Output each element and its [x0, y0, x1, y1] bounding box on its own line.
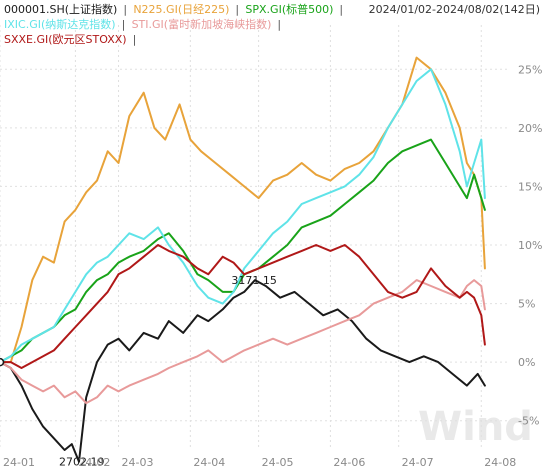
- annotation-label-1: 3171.15: [231, 274, 277, 287]
- annotation-label-0: 2702.19: [59, 456, 105, 469]
- x-tick-label: 24-02: [78, 456, 110, 469]
- legend: 000001.SH(上证指数) | N225.GI(日经225) | SPX.GI(标普…: [4, 2, 343, 46]
- y-tick-label: 20%: [518, 122, 542, 135]
- grid: [0, 25, 510, 450]
- series-lines: [0, 56, 486, 463]
- y-tick-label: 5%: [518, 298, 535, 311]
- watermark-text: Wind: [418, 404, 533, 450]
- x-tick-label: 24-04: [193, 456, 225, 469]
- y-tick-label: 25%: [518, 63, 542, 76]
- x-tick-label: 24-08: [484, 456, 516, 469]
- x-tick-label: 24-05: [262, 456, 294, 469]
- y-tick-label: -5%: [518, 415, 539, 428]
- x-tick-label: 24-01: [3, 456, 35, 469]
- legend-item: IXIC.GI(纳斯达克指数): [4, 17, 116, 31]
- x-tick-label: 24-03: [122, 456, 154, 469]
- axes: 25%20%15%10%5%0%-5%24-01 24-02 24-03 24-04 2…: [3, 63, 542, 469]
- legend-item: SXXE.GI(欧元区STOXX): [4, 33, 127, 46]
- series-line-5: [0, 244, 486, 369]
- x-tick-label: 24-07: [402, 456, 434, 469]
- legend-item: 000001.SH(上证指数): [4, 2, 117, 16]
- y-tick-label: 15%: [518, 180, 542, 193]
- legend-item: SPX.GI(标普500): [245, 2, 333, 16]
- legend-item: N225.GI(日经225): [133, 3, 229, 16]
- legend-item: STI.GI(富时新加坡海峡指数): [132, 17, 272, 31]
- y-tick-label: 0%: [518, 356, 535, 369]
- legend-separator: |: [122, 18, 126, 31]
- x-tick-label: 24-06: [333, 456, 365, 469]
- legend-separator: |: [277, 18, 281, 31]
- series-line-3: [0, 68, 486, 364]
- legend-separator: |: [123, 3, 127, 16]
- start-point-marker: [0, 357, 5, 367]
- series-line-1: [0, 56, 486, 364]
- legend-separator: |: [339, 3, 343, 16]
- y-tick-label: 10%: [518, 239, 542, 252]
- watermark: Wind: [418, 404, 533, 450]
- legend-separator: |: [133, 33, 137, 46]
- legend-separator: |: [235, 3, 239, 16]
- annotations: 2702.19 3171.15: [59, 274, 277, 469]
- series-line-4: [0, 279, 486, 405]
- date-range-label: 2024/01/02-2024/08/02(142日): [369, 3, 540, 16]
- series-line-0: [0, 279, 486, 463]
